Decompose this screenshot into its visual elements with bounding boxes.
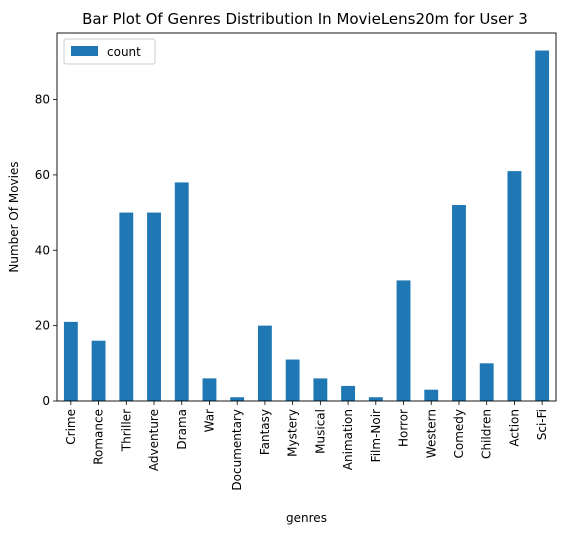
x-tick-label: Children xyxy=(480,409,494,459)
bar-war xyxy=(202,378,217,401)
bar-sci-fi xyxy=(535,50,550,402)
bars-group xyxy=(63,50,550,402)
bar-action xyxy=(507,171,522,401)
x-tick-label: Animation xyxy=(341,409,355,470)
x-tick-label: Fantasy xyxy=(258,409,272,455)
bar-adventure xyxy=(147,212,161,401)
x-axis-ticks: Crime Romance Thriller Adventure Drama War Doc… xyxy=(64,401,549,491)
bar-children xyxy=(479,363,494,401)
bar-fantasy xyxy=(257,325,272,401)
x-tick-label: Horror xyxy=(397,409,411,447)
bar-documentary xyxy=(230,397,245,401)
y-axis-ticks: 0 20 40 60 80 xyxy=(35,93,57,408)
x-tick-label: Musical xyxy=(313,409,327,454)
x-axis-label: genres xyxy=(286,511,327,525)
x-tick-label: Thriller xyxy=(119,409,133,452)
x-tick-label: Crime xyxy=(64,409,78,445)
bar-musical xyxy=(313,378,328,401)
bar-western xyxy=(424,389,439,401)
legend-swatch xyxy=(71,46,98,56)
y-tick-label: 40 xyxy=(35,243,50,257)
legend: count xyxy=(63,38,156,65)
legend-label: count xyxy=(107,45,141,59)
x-tick-label: War xyxy=(202,409,216,432)
x-tick-label: Action xyxy=(507,409,521,447)
x-tick-label: Western xyxy=(424,409,438,458)
bar-thriller xyxy=(119,212,134,401)
x-tick-label: Film-Noir xyxy=(369,409,383,462)
plot-frame xyxy=(56,32,557,402)
bar-romance xyxy=(91,340,106,401)
chart-title: Bar Plot Of Genres Distribution In Movie… xyxy=(82,10,528,28)
x-tick-label: Sci-Fi xyxy=(535,409,549,440)
x-tick-label: Adventure xyxy=(147,409,161,471)
bar-animation xyxy=(341,385,356,401)
bar-crime xyxy=(63,321,78,401)
x-tick-label: Mystery xyxy=(286,409,300,457)
bar-film-noir xyxy=(368,397,383,401)
x-tick-label: Romance xyxy=(92,409,106,465)
x-tick-label: Documentary xyxy=(230,409,244,491)
y-tick-label: 60 xyxy=(35,168,50,182)
y-tick-label: 20 xyxy=(35,319,50,333)
x-tick-label: Comedy xyxy=(452,409,466,459)
legend-box xyxy=(63,38,156,65)
bar-drama xyxy=(174,182,189,401)
y-tick-label: 0 xyxy=(42,394,50,408)
bar-mystery xyxy=(285,359,300,401)
y-tick-label: 80 xyxy=(35,93,50,107)
x-tick-label: Drama xyxy=(175,409,189,450)
y-axis-label: Number Of Movies xyxy=(7,161,21,272)
bar-comedy xyxy=(452,205,466,401)
bar-horror xyxy=(396,280,411,401)
